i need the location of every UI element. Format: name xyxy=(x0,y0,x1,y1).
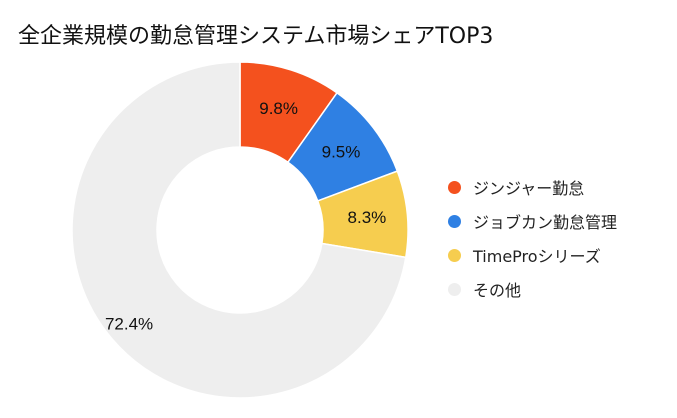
legend-item-1: ジンジャー勤怠 xyxy=(448,170,617,204)
legend-label: ジョブカン勤怠管理 xyxy=(473,213,618,232)
legend-item-2: ジョブカン勤怠管理 xyxy=(448,204,617,238)
slice-label-1: 9.8% xyxy=(259,99,298,118)
legend-swatch xyxy=(448,282,461,296)
legend-swatch xyxy=(448,180,461,194)
slices-group xyxy=(71,61,409,399)
legend-label: その他 xyxy=(473,281,522,300)
slice-label-2: 9.5% xyxy=(322,143,361,162)
legend-item-4: その他 xyxy=(448,272,617,306)
slice-label-4: 72.4% xyxy=(105,315,153,334)
legend-label: TimeProシリーズ xyxy=(473,247,601,266)
legend-item-3: TimeProシリーズ xyxy=(448,238,617,272)
legend-swatch xyxy=(448,214,461,228)
legend-swatch xyxy=(448,248,461,262)
legend-label: ジンジャー勤怠 xyxy=(473,179,585,198)
pie-slice-4 xyxy=(71,61,407,399)
slice-label-3: 8.3% xyxy=(348,208,387,227)
legend: ジンジャー勤怠ジョブカン勤怠管理 TimeProシリーズ その他 xyxy=(448,170,617,306)
labels-group: 9.8% 9.5% 8.3% 72.4% xyxy=(105,99,386,334)
chart-title: 全企業規模の勤怠管理システム市場シェアTOP3 xyxy=(18,24,494,49)
